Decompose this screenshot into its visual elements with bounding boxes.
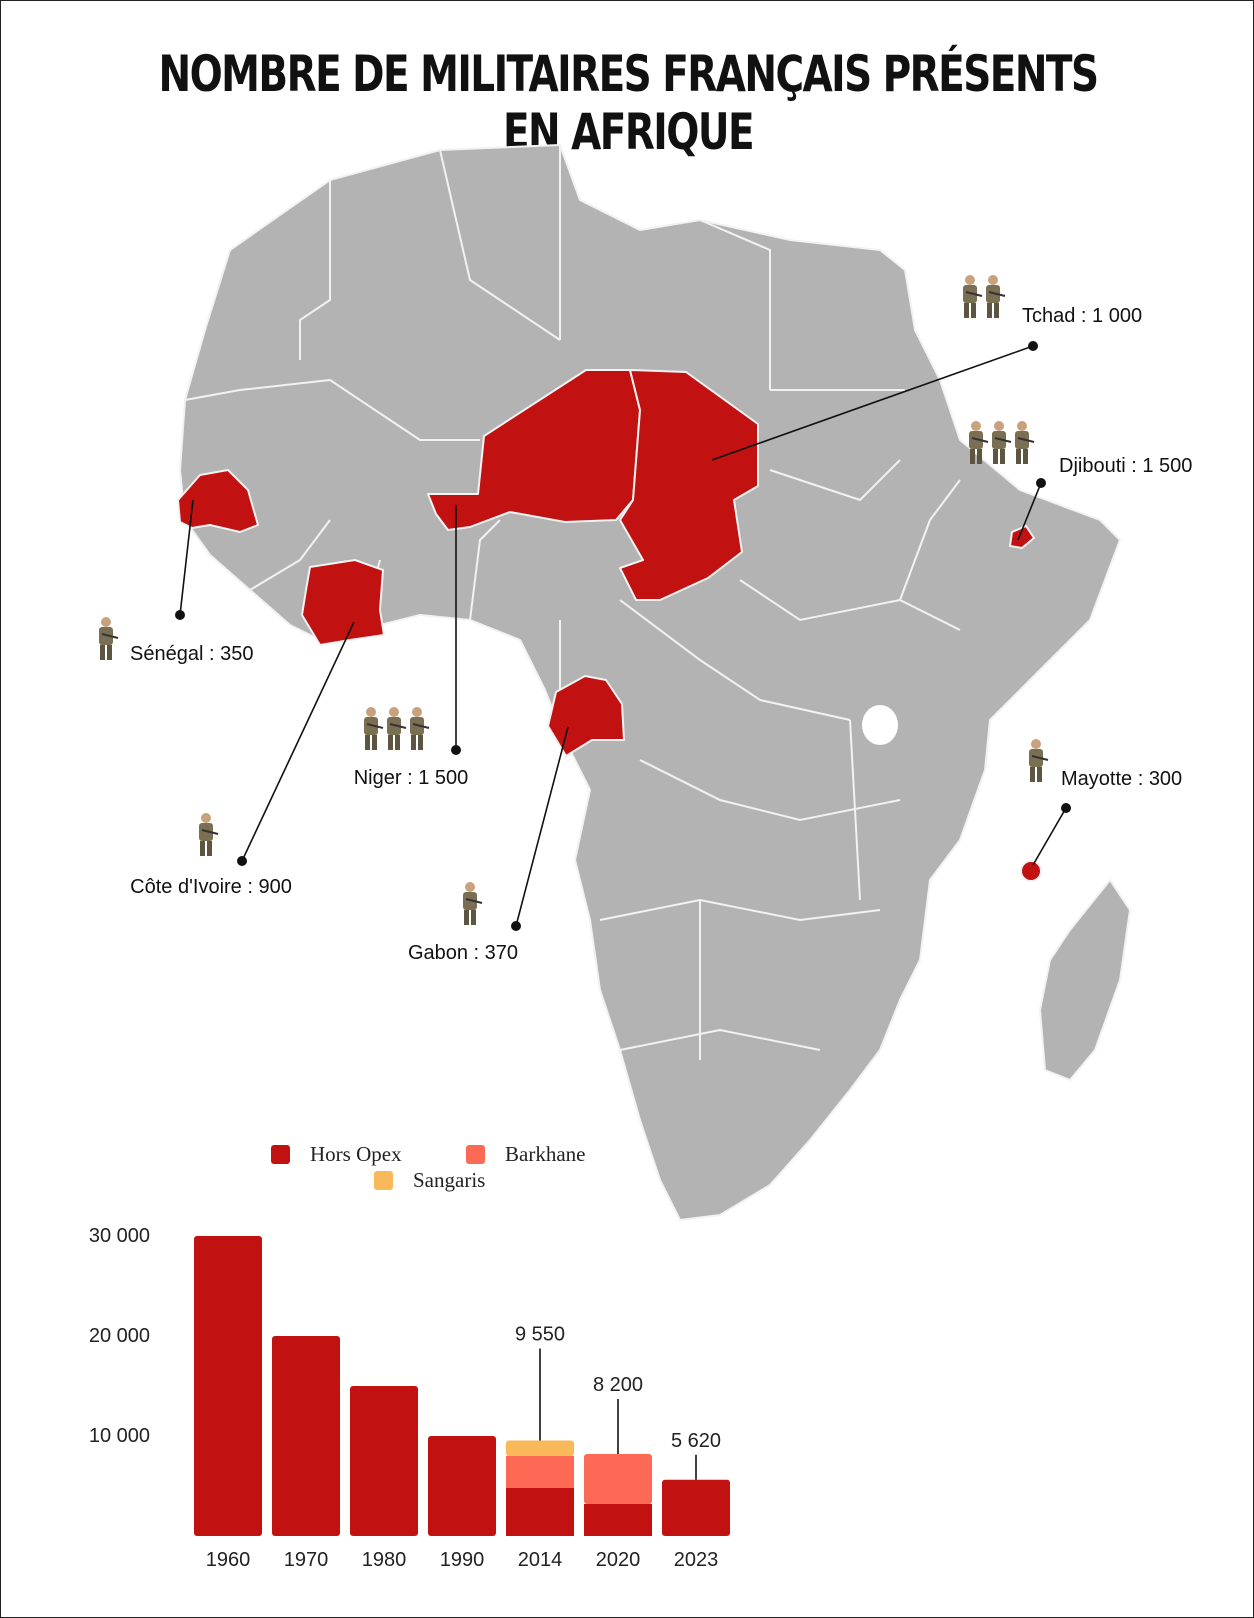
total-data-label: 9 550 bbox=[515, 1324, 565, 1346]
lake-victoria bbox=[862, 705, 898, 745]
bar-2020-hors-opex bbox=[584, 1504, 652, 1536]
leader-dot bbox=[1061, 803, 1071, 813]
leader-dot bbox=[237, 856, 247, 866]
x-tick-label: 2014 bbox=[518, 1549, 563, 1571]
page-title: NOMBRE DE MILITAIRES FRANÇAIS PRÉSENTS E… bbox=[158, 45, 1100, 161]
africa-map bbox=[177, 144, 1131, 1221]
x-tick-label: 1980 bbox=[362, 1549, 407, 1571]
soldier-icon bbox=[1015, 421, 1035, 464]
country-gabon bbox=[547, 675, 625, 757]
y-tick-label: 30 000 bbox=[89, 1225, 150, 1247]
callout-senegal: Sénégal : 350 bbox=[99, 499, 253, 665]
callout-cote-ivoire: Côte d'Ivoire : 900 bbox=[130, 621, 355, 898]
leader-dot bbox=[451, 745, 461, 755]
bar-2023-hors-opex bbox=[662, 1479, 730, 1536]
leader-dot bbox=[511, 921, 521, 931]
y-tick-label: 10 000 bbox=[89, 1425, 150, 1447]
leader-line bbox=[179, 499, 194, 616]
leader-line bbox=[1032, 807, 1067, 866]
leader-dot bbox=[1028, 341, 1038, 351]
bar-chart: 1960 1970 1980 1990 2014 2020 2023 10 000 20 000… bbox=[89, 1225, 730, 1571]
callout-label: Mayotte : 300 bbox=[1061, 768, 1182, 790]
country-niger bbox=[427, 369, 641, 531]
bar-2014-sangaris bbox=[506, 1440, 574, 1456]
legend-swatch bbox=[374, 1171, 393, 1190]
callout-label: Sénégal : 350 bbox=[130, 643, 253, 665]
callout-niger: Niger : 1 500 bbox=[354, 505, 469, 789]
leader-line bbox=[241, 621, 355, 862]
bar-1960-hors-opex bbox=[194, 1236, 262, 1536]
total-data-label: 5 620 bbox=[671, 1430, 721, 1452]
x-tick-label: 1970 bbox=[284, 1549, 329, 1571]
map-callouts: Tchad : 1 000 Djibouti : 1 500 Sénégal : 3… bbox=[99, 275, 1192, 964]
bar-1990-hors-opex bbox=[428, 1436, 496, 1536]
soldier-icon bbox=[969, 421, 989, 464]
country-senegal bbox=[177, 469, 259, 533]
soldier-icon bbox=[992, 421, 1012, 464]
callout-label: Niger : 1 500 bbox=[354, 767, 469, 789]
chart-legend: Hors Opex Barkhane Sangaris bbox=[271, 1142, 585, 1192]
x-tick-label: 2023 bbox=[674, 1549, 719, 1571]
mayotte-marker bbox=[1020, 860, 1042, 882]
callout-label: Côte d'Ivoire : 900 bbox=[130, 876, 292, 898]
soldier-icon bbox=[364, 707, 384, 750]
soldier-icon bbox=[387, 707, 407, 750]
legend-label: Barkhane bbox=[505, 1142, 585, 1166]
country-tchad bbox=[619, 369, 759, 601]
leader-dot bbox=[175, 610, 185, 620]
x-tick-label: 1990 bbox=[440, 1549, 485, 1571]
legend-item-barkhane: Barkhane bbox=[466, 1142, 585, 1166]
bar-2014-hors-opex bbox=[506, 1488, 574, 1536]
callout-label: Tchad : 1 000 bbox=[1022, 305, 1142, 327]
soldier-icon bbox=[986, 275, 1006, 318]
leader-line bbox=[711, 345, 1034, 461]
bar-1980-hors-opex bbox=[350, 1386, 418, 1536]
legend-label: Sangaris bbox=[413, 1168, 485, 1192]
soldier-icon bbox=[199, 813, 219, 856]
callout-mayotte: Mayotte : 300 bbox=[1029, 739, 1182, 866]
legend-item-sangaris: Sangaris bbox=[374, 1168, 485, 1192]
soldier-icon bbox=[963, 275, 983, 318]
country-borders bbox=[184, 145, 961, 1060]
legend-swatch bbox=[271, 1145, 290, 1164]
total-data-label: 8 200 bbox=[593, 1374, 643, 1396]
y-tick-label: 20 000 bbox=[89, 1325, 150, 1347]
soldier-icon bbox=[410, 707, 430, 750]
callout-label: Gabon : 370 bbox=[408, 942, 518, 964]
legend-item-hors-opex: Hors Opex bbox=[271, 1142, 402, 1166]
bar-2014-barkhane bbox=[506, 1456, 574, 1488]
x-tick-label: 1960 bbox=[206, 1549, 251, 1571]
legend-label: Hors Opex bbox=[310, 1142, 402, 1166]
soldier-icon bbox=[99, 617, 119, 660]
legend-swatch bbox=[466, 1145, 485, 1164]
callout-gabon: Gabon : 370 bbox=[408, 726, 569, 964]
callout-label: Djibouti : 1 500 bbox=[1059, 455, 1192, 477]
bar-1970-hors-opex bbox=[272, 1336, 340, 1536]
leader-dot bbox=[1036, 478, 1046, 488]
leader-line bbox=[1017, 482, 1042, 541]
callout-tchad: Tchad : 1 000 bbox=[711, 275, 1142, 461]
leader-line bbox=[515, 726, 569, 927]
country-cote-ivoire bbox=[301, 559, 385, 646]
bar-2020-barkhane bbox=[584, 1454, 652, 1504]
soldier-icon bbox=[463, 882, 483, 925]
soldier-icon bbox=[1029, 739, 1049, 782]
madagascar-shape bbox=[1039, 879, 1131, 1081]
x-tick-label: 2020 bbox=[596, 1549, 641, 1571]
callout-djibouti: Djibouti : 1 500 bbox=[969, 421, 1192, 541]
